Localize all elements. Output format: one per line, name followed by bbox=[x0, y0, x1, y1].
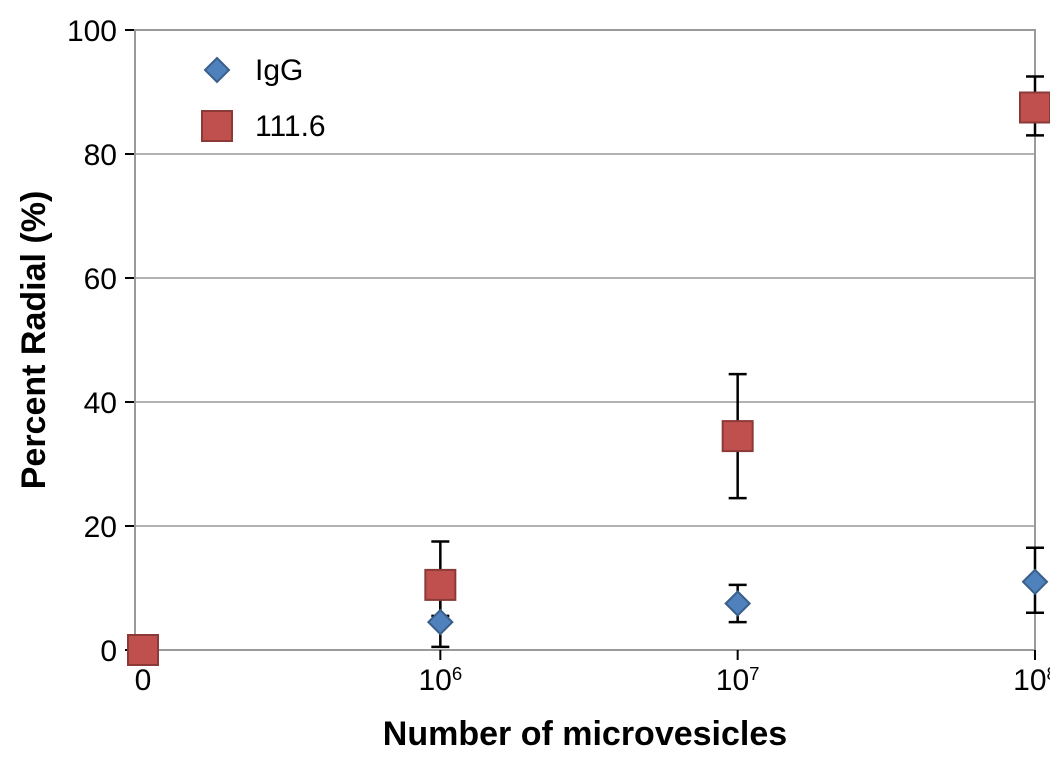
x-axis-label: Number of microvesicles bbox=[383, 715, 787, 753]
scatter-chart: 0 20 40 60 80 100 0 106 107 108 Percent Radial (%)… bbox=[0, 0, 1050, 761]
y-tick-label: 80 bbox=[84, 139, 117, 172]
y-tick-label: 20 bbox=[84, 511, 117, 544]
data-point-square bbox=[723, 421, 753, 451]
y-tick-label: 100 bbox=[67, 15, 117, 48]
legend-label: IgG bbox=[255, 54, 303, 87]
y-tick-label: 40 bbox=[84, 387, 117, 420]
y-tick-label: 60 bbox=[84, 263, 117, 296]
x-tick-label: 0 bbox=[135, 664, 152, 697]
data-point-square bbox=[425, 570, 455, 600]
legend-marker-square bbox=[202, 111, 232, 141]
data-point-square bbox=[1020, 93, 1050, 123]
x-tick-label: 106 bbox=[418, 663, 462, 697]
x-tick-label: 108 bbox=[1013, 663, 1050, 697]
x-tick-label: 107 bbox=[716, 663, 760, 697]
y-axis-label: Percent Radial (%) bbox=[15, 191, 53, 490]
legend-label: 111.6 bbox=[255, 110, 326, 143]
data-point-square bbox=[128, 635, 158, 665]
y-tick-label: 0 bbox=[100, 635, 117, 668]
chart-container: 0 20 40 60 80 100 0 106 107 108 Percent Radial (%)… bbox=[0, 0, 1050, 761]
